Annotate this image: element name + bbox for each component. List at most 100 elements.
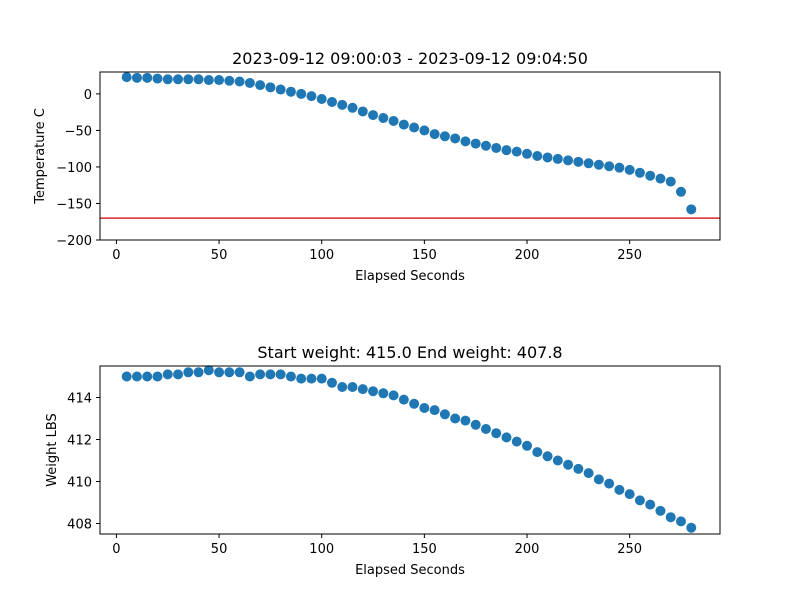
weight-data-point [460, 415, 471, 426]
weight-data-point [265, 369, 276, 380]
weight-data-point [162, 369, 173, 380]
weight-data-point [337, 382, 348, 392]
temperature-data-point [655, 173, 666, 184]
temperature-data-point [429, 129, 440, 140]
weight-y-tick-label: 412 [67, 434, 92, 449]
weight-data-point [419, 403, 430, 413]
temperature-data-point [686, 204, 697, 215]
temperature-data-point [675, 186, 686, 197]
temperature-y-axis-label: Temperature C [33, 108, 48, 205]
temperature-axes-frame [99, 71, 721, 241]
temperature-data-point [173, 74, 184, 85]
weight-data-point [480, 424, 491, 434]
weight-data-point [429, 405, 440, 416]
temperature-data-point [470, 138, 481, 149]
temperature-data-point [183, 74, 194, 85]
temperature-data-point [285, 86, 296, 97]
temperature-data-point [316, 94, 327, 105]
weight-x-tick-label: 100 [309, 542, 334, 557]
weight-data-point [275, 369, 286, 380]
temperature-data-point [480, 140, 491, 151]
weight-y-tick-label: 410 [67, 476, 92, 491]
weight-data-point [624, 489, 635, 500]
weight-data-point [675, 516, 686, 527]
temperature-data-point [244, 77, 255, 88]
temperature-data-point [460, 136, 471, 147]
temperature-data-point [634, 167, 645, 178]
temperature-data-point [337, 99, 348, 110]
weight-data-point [593, 474, 604, 485]
weight-data-point [563, 459, 574, 470]
weight-data-point [655, 505, 666, 516]
temperature-data-point [491, 142, 502, 153]
temperature-y-tick-label: −50 [65, 124, 92, 139]
weight-data-point [573, 463, 584, 474]
weight-x-axis-label: Elapsed Seconds [355, 563, 465, 578]
temperature-data-point [501, 145, 512, 156]
temperature-data-point [532, 151, 543, 161]
temperature-x-tick-label: 100 [309, 248, 334, 263]
weight-x-tick-label: 50 [211, 542, 228, 557]
weight-data-point [450, 413, 461, 424]
temperature-data-point [214, 75, 225, 86]
weight-data-point [285, 371, 296, 382]
weight-data-point [542, 451, 553, 462]
temperature-data-point [162, 74, 173, 85]
temperature-data-point [614, 162, 625, 173]
temperature-data-point [419, 125, 430, 136]
weight-plot: Start weight: 415.0 End weight: 407.8 El… [45, 343, 721, 578]
temperature-y-tick-label: −150 [56, 197, 92, 212]
temperature-x-axis-label: Elapsed Seconds [355, 269, 465, 284]
temperature-data-point [439, 131, 450, 142]
weight-data-point [614, 484, 625, 495]
temperature-data-point [398, 119, 409, 130]
temperature-plot: 2023-09-12 09:00:03 - 2023-09-12 09:04:5… [33, 49, 721, 284]
temperature-data-point [552, 153, 563, 164]
weight-data-point [511, 436, 522, 447]
weight-data-point [306, 373, 317, 384]
temperature-y-tick-label: −200 [56, 234, 92, 249]
temperature-data-point [563, 155, 574, 166]
temperature-x-tick-label: 150 [412, 248, 437, 263]
temperature-x-tick-label: 250 [617, 248, 642, 263]
weight-y-axis-label: Weight LBS [45, 413, 60, 487]
temperature-data-point [326, 96, 337, 107]
weight-data-point [368, 386, 379, 397]
weight-data-point [131, 371, 142, 382]
weight-data-point [234, 367, 245, 378]
temperature-data-point [604, 161, 615, 172]
weight-data-point [193, 367, 204, 378]
weight-data-point [470, 419, 481, 430]
temperature-data-point [542, 152, 553, 163]
temperature-plot-title: 2023-09-12 09:00:03 - 2023-09-12 09:04:5… [232, 49, 588, 68]
weight-x-tick-label: 200 [515, 542, 540, 557]
weight-data-point [388, 390, 399, 401]
temperature-data-point [368, 110, 379, 121]
temperature-data-point [224, 75, 235, 86]
temperature-data-point [265, 82, 276, 93]
weight-data-point [296, 373, 307, 384]
weight-data-point [604, 478, 615, 489]
weight-data-point [501, 432, 512, 443]
temperature-data-point [522, 148, 533, 159]
weight-data-point [552, 455, 563, 466]
temperature-data-point [275, 84, 286, 95]
weight-data-point [398, 394, 409, 405]
weight-data-point [224, 367, 235, 378]
temperature-data-point [409, 122, 420, 133]
temperature-data-point [573, 156, 584, 167]
temperature-data-point [234, 76, 245, 87]
weight-data-point [409, 398, 420, 409]
weight-data-point [634, 495, 645, 506]
weight-data-point [522, 440, 533, 451]
weight-data-point [173, 369, 184, 380]
temperature-data-point [131, 72, 142, 83]
weight-data-point [665, 512, 676, 523]
temperature-data-point [142, 72, 153, 83]
weight-x-tick-label: 150 [412, 542, 437, 557]
temperature-data-point [193, 74, 204, 85]
temperature-data-point [255, 80, 266, 91]
weight-x-tick-label: 0 [112, 542, 120, 557]
